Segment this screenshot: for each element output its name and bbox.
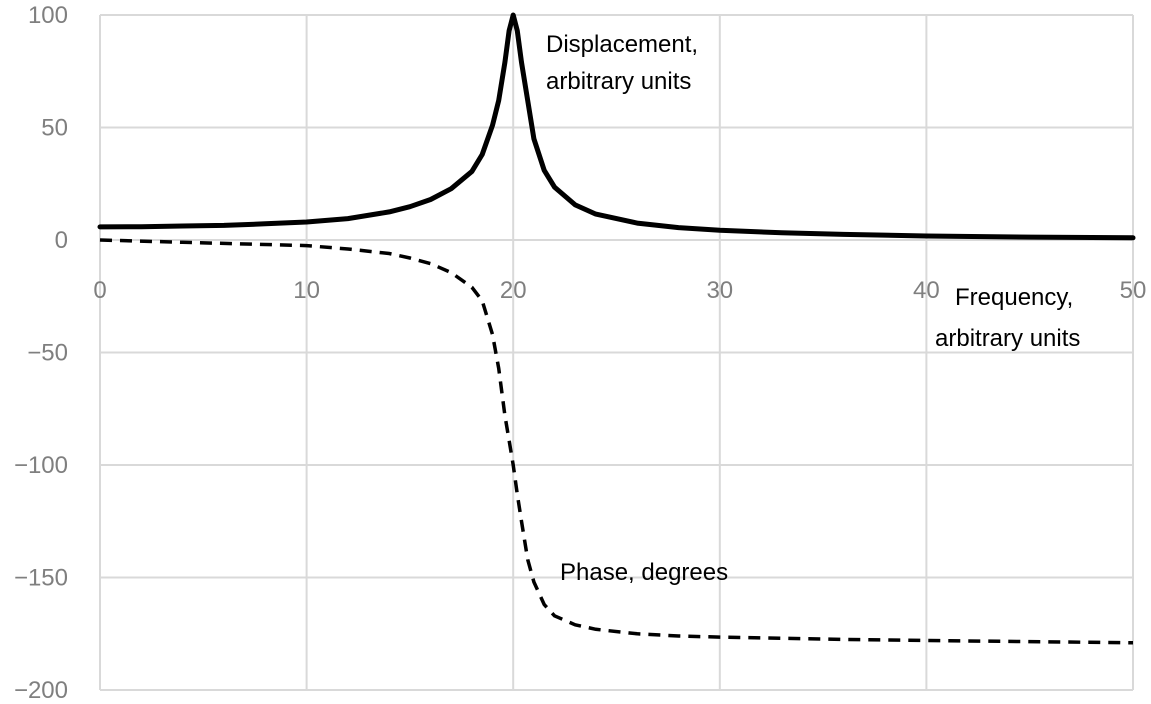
grid (99, 14, 1134, 691)
frequency-annotation-line-1: Frequency, (955, 284, 1073, 311)
series-lines (97, 12, 1136, 645)
frequency-annotation: Frequency, arbitrary units (935, 284, 1080, 352)
phase-annotation: Phase, degrees (560, 559, 728, 586)
y-tick-label: 0 (55, 227, 68, 254)
y-tick-label: −200 (14, 677, 68, 704)
displacement-line (97, 12, 1136, 241)
x-tick-label: 10 (293, 277, 320, 304)
x-tick-label: 20 (500, 277, 527, 304)
x-tick-label: 30 (706, 277, 733, 304)
x-axis-tick-labels: 0 10 20 30 40 50 (93, 277, 1146, 304)
y-axis-tick-labels: 100 50 0 −50 −100 −150 −200 (14, 2, 68, 704)
displacement-annotation-line-1: Displacement, (546, 31, 698, 58)
y-tick-label: 100 (28, 2, 68, 29)
displacement-annotation: Displacement, arbitrary units (546, 31, 705, 95)
x-tick-label: 40 (913, 277, 940, 304)
phase-annotation-line-1: Phase, degrees (560, 559, 728, 586)
x-tick-label: 0 (93, 277, 106, 304)
displacement-annotation-line-2: arbitrary units (546, 68, 691, 95)
y-tick-label: −100 (14, 452, 68, 479)
frequency-annotation-line-2: arbitrary units (935, 325, 1080, 352)
y-tick-label: −50 (27, 340, 68, 367)
phase-line (99, 238, 1134, 645)
x-tick-label: 50 (1120, 277, 1147, 304)
y-tick-label: 50 (41, 115, 68, 142)
y-tick-label: −150 (14, 565, 68, 592)
